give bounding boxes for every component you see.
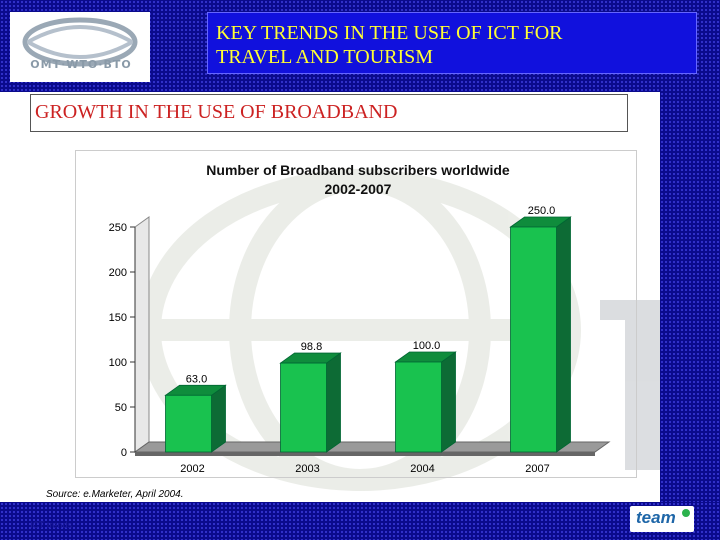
bar-side [556,216,571,453]
chart-side-wall [134,216,150,453]
team-logo-text: team [636,508,676,527]
logo-text: OMT·WTO·BTO [30,58,132,71]
bar-side [211,384,226,453]
footer-band [0,502,720,540]
bar-side [326,352,341,453]
section-heading-box: GROWTH IN THE USE OF BROADBAND [30,94,628,132]
bar [395,361,442,453]
x-tick-label: 2004 [410,463,434,475]
data-label: 98.8 [301,341,322,353]
chart-frame [75,150,637,478]
footer-label: ICT trends [30,520,72,530]
x-tick-label: 2003 [295,463,319,475]
y-tick-label: 50 [115,402,127,414]
bar-side [441,351,456,453]
leaf-icon [682,509,690,517]
data-label: 250.0 [528,205,556,217]
y-tick-label: 100 [109,357,127,369]
x-tick-label: 2007 [525,463,549,475]
data-label: 63.0 [186,373,207,385]
bar [165,394,212,453]
bar [510,226,557,453]
chart-floor-edge [135,452,595,456]
chart-title-line: 2002-2007 [325,181,392,197]
team-logo: team [630,506,694,532]
bar [280,362,327,453]
y-tick-label: 200 [109,267,127,279]
page-title: KEY TRENDS IN THE USE OF ICT FOR TRAVEL … [216,22,563,68]
organization-logo [10,12,150,82]
title-box: KEY TRENDS IN THE USE OF ICT FOR TRAVEL … [207,12,697,74]
chart-title-line: Number of Broadband subscribers worldwid… [206,162,510,178]
section-heading: GROWTH IN THE USE OF BROADBAND [35,101,398,123]
y-tick-label: 0 [121,447,127,459]
source-note: Source: e.Marketer, April 2004. [46,489,184,500]
y-tick-label: 250 [109,222,127,234]
right-band [660,92,720,502]
globe-logo-icon [22,17,138,67]
x-tick-label: 2002 [180,463,204,475]
y-tick-label: 150 [109,312,127,324]
data-label: 100.0 [413,340,441,352]
